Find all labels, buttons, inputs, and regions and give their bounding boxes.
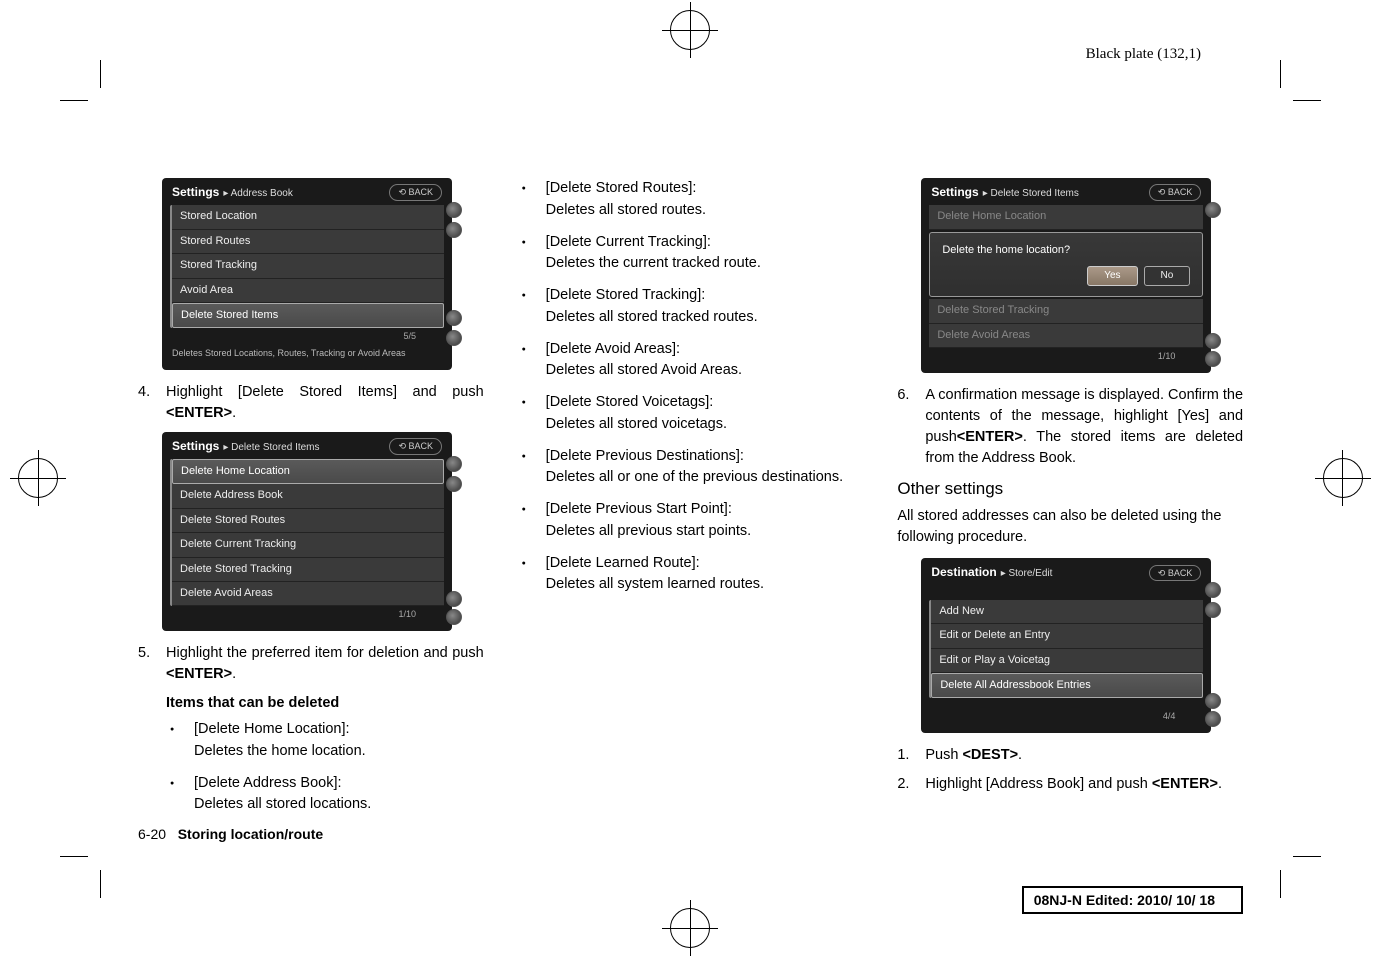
registration-mark (38, 450, 39, 506)
scroll-knob (1205, 333, 1221, 349)
plate-label: Black plate (132,1) (1086, 46, 1201, 63)
back-button: ⟲ BACK (389, 438, 442, 455)
screenshot-address-book: Settings ▸ Address Book ⟲ BACK Stored Loc… (162, 178, 452, 370)
crop-mark (1280, 870, 1281, 898)
hint-text: Deletes Stored Locations, Routes, Tracki… (170, 343, 444, 360)
menu-row: Add New (931, 600, 1203, 624)
bullet-item: [Delete Previous Start Point]:Deletes al… (518, 499, 864, 543)
page-indicator: 4/4 (929, 710, 1203, 723)
back-button: ⟲ BACK (1149, 565, 1202, 582)
scroll-knob (446, 202, 462, 218)
menu-row: Delete Avoid Areas (172, 582, 444, 606)
scroll-knob (1205, 582, 1221, 598)
items-heading: Items that can be deleted (166, 693, 484, 713)
bullet-item: [Delete Avoid Areas]:Deletes all stored … (518, 339, 864, 383)
scroll-knob (446, 591, 462, 607)
page-indicator: 1/10 (170, 608, 444, 621)
ss-subtitle: ▸ Delete Stored Items (223, 442, 319, 453)
dialog-text: Delete the home location? (942, 243, 1190, 258)
bullet-item: [Delete Stored Routes]:Deletes all store… (518, 178, 864, 222)
registration-mark (1315, 478, 1371, 479)
menu-row: Edit or Play a Voicetag (931, 649, 1203, 673)
scroll-knob (446, 609, 462, 625)
menu-row-highlighted: Delete Home Location (172, 459, 444, 484)
scroll-knob (1205, 711, 1221, 727)
ss-title: Settings (931, 185, 978, 199)
no-button: No (1144, 266, 1191, 286)
scroll-knob (446, 330, 462, 346)
scroll-knob (1205, 202, 1221, 218)
screenshot-destination: Destination ▸ Store/Edit ⟲ BACK Add New E… (921, 558, 1211, 733)
edit-info-box: 08NJ-N Edited: 2010/ 10/ 18 (1022, 886, 1243, 914)
back-button: ⟲ BACK (1149, 184, 1202, 201)
scroll-knob (446, 456, 462, 472)
scroll-knob (1205, 693, 1221, 709)
crop-mark (60, 100, 88, 101)
screenshot-delete-stored-items: Settings ▸ Delete Stored Items ⟲ BACK Del… (162, 432, 452, 631)
confirm-dialog: Delete the home location? Yes No (929, 232, 1203, 297)
ss-subtitle: ▸ Delete Stored Items (983, 188, 1079, 199)
page-content: Settings ▸ Address Book ⟲ BACK Stored Loc… (138, 178, 1243, 826)
ss-title: Settings (172, 439, 219, 453)
menu-row-highlighted: Delete Stored Items (172, 303, 444, 328)
scroll-knob (446, 476, 462, 492)
crop-mark (60, 856, 88, 857)
crop-mark (1293, 856, 1321, 857)
back-button: ⟲ BACK (389, 184, 442, 201)
step-1: 1. Push <DEST>. (897, 745, 1243, 766)
bullet-item: [Delete Stored Tracking]:Deletes all sto… (518, 285, 864, 329)
footer-left: 6-20 Storing location/route (138, 826, 323, 842)
scroll-knob (446, 310, 462, 326)
ss-title: Settings (172, 185, 219, 199)
menu-row: Delete Current Tracking (172, 533, 444, 557)
menu-row: Stored Tracking (172, 254, 444, 278)
scroll-knob (1205, 351, 1221, 367)
menu-row: Delete Stored Tracking (172, 558, 444, 582)
crop-mark (1280, 60, 1281, 88)
registration-mark (1342, 450, 1343, 506)
screenshot-confirm-dialog: Settings ▸ Delete Stored Items ⟲ BACK Del… (921, 178, 1211, 373)
menu-row: Edit or Delete an Entry (931, 624, 1203, 648)
paragraph: All stored addresses can also be deleted… (897, 506, 1243, 548)
bullet-item: [Delete Current Tracking]:Deletes the cu… (518, 232, 864, 276)
registration-mark (690, 2, 691, 58)
crop-mark (100, 60, 101, 88)
menu-row: Avoid Area (172, 279, 444, 303)
ss-subtitle: ▸ Address Book (223, 188, 293, 199)
page-indicator: 1/10 (929, 350, 1203, 363)
step-2: 2. Highlight [Address Book] and push <EN… (897, 774, 1243, 795)
menu-row-highlighted: Delete All Addressbook Entries (931, 673, 1203, 698)
scroll-knob (446, 222, 462, 238)
column-3: Settings ▸ Delete Stored Items ⟲ BACK Del… (897, 178, 1243, 826)
ss-title: Destination (931, 565, 996, 579)
bullet-item: [Delete Learned Route]:Deletes all syste… (518, 553, 864, 597)
menu-row-dimmed: Delete Stored Tracking (929, 299, 1203, 323)
step-6: 6. A confirmation message is displayed. … (897, 385, 1243, 469)
crop-mark (100, 870, 101, 898)
bullet-item: [Delete Address Book]:Deletes all stored… (166, 773, 484, 817)
page-indicator: 5/5 (170, 330, 444, 343)
bullet-item: [Delete Previous Destinations]:Deletes a… (518, 446, 864, 490)
bullet-item: [Delete Home Location]:Deletes the home … (166, 719, 484, 763)
menu-row: Delete Stored Routes (172, 509, 444, 533)
step-4: 4. Highlight [Delete Stored Items] and p… (138, 382, 484, 424)
section-heading: Other settings (897, 477, 1243, 501)
menu-row-dimmed: Delete Avoid Areas (929, 324, 1203, 348)
ss-subtitle: ▸ Store/Edit (1001, 568, 1053, 579)
step-5: 5. Highlight the preferred item for dele… (138, 643, 484, 685)
menu-row-dimmed: Delete Home Location (929, 205, 1203, 229)
registration-mark (690, 900, 691, 956)
crop-mark (1293, 100, 1321, 101)
column-1: Settings ▸ Address Book ⟲ BACK Stored Loc… (138, 178, 484, 826)
menu-row: Stored Routes (172, 230, 444, 254)
column-2: [Delete Stored Routes]:Deletes all store… (518, 178, 864, 826)
menu-row: Stored Location (172, 205, 444, 229)
yes-button: Yes (1087, 266, 1137, 286)
scroll-knob (1205, 602, 1221, 618)
bullet-item: [Delete Stored Voicetags]:Deletes all st… (518, 392, 864, 436)
menu-row: Delete Address Book (172, 484, 444, 508)
